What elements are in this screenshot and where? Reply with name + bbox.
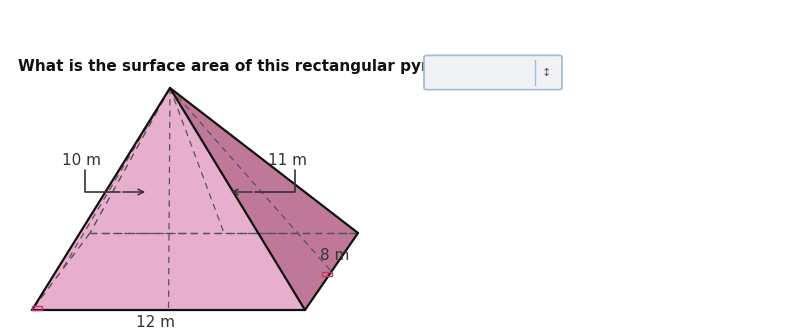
- Text: 11 m: 11 m: [268, 152, 307, 168]
- Text: 12 m: 12 m: [135, 315, 174, 330]
- Polygon shape: [90, 88, 358, 233]
- Polygon shape: [32, 233, 358, 310]
- Polygon shape: [32, 88, 170, 310]
- Text: What is the surface area of this rectangular pyramid?: What is the surface area of this rectang…: [18, 60, 479, 74]
- Polygon shape: [32, 88, 305, 310]
- Polygon shape: [170, 88, 358, 310]
- Text: ↕: ↕: [542, 67, 551, 77]
- FancyBboxPatch shape: [424, 55, 562, 90]
- Text: 10 m: 10 m: [62, 152, 101, 168]
- Text: 8 m: 8 m: [320, 248, 350, 263]
